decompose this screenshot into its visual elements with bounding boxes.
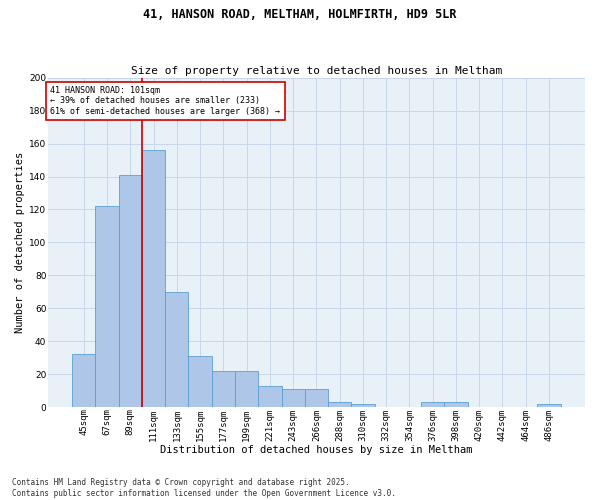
Bar (142, 150, 165, 407)
Text: 41 HANSON ROAD: 101sqm
← 39% of detached houses are smaller (233)
61% of semi-de: 41 HANSON ROAD: 101sqm ← 39% of detached… (50, 86, 280, 116)
Bar (212, 371, 235, 407)
Bar (165, 292, 188, 407)
Bar (351, 404, 374, 407)
Bar (119, 175, 142, 407)
X-axis label: Distribution of detached houses by size in Meltham: Distribution of detached houses by size … (160, 445, 473, 455)
Bar (235, 371, 258, 407)
Bar (328, 402, 351, 407)
Bar (421, 402, 445, 407)
Y-axis label: Number of detached properties: Number of detached properties (15, 152, 25, 333)
Bar (72, 354, 95, 407)
Bar (188, 356, 212, 407)
Bar (445, 402, 467, 407)
Bar (95, 206, 119, 407)
Text: Contains HM Land Registry data © Crown copyright and database right 2025.
Contai: Contains HM Land Registry data © Crown c… (12, 478, 396, 498)
Bar (281, 389, 305, 407)
Title: Size of property relative to detached houses in Meltham: Size of property relative to detached ho… (131, 66, 502, 76)
Text: 41, HANSON ROAD, MELTHAM, HOLMFIRTH, HD9 5LR: 41, HANSON ROAD, MELTHAM, HOLMFIRTH, HD9… (143, 8, 457, 20)
Bar (258, 386, 281, 407)
Bar (538, 404, 560, 407)
Bar (305, 389, 328, 407)
